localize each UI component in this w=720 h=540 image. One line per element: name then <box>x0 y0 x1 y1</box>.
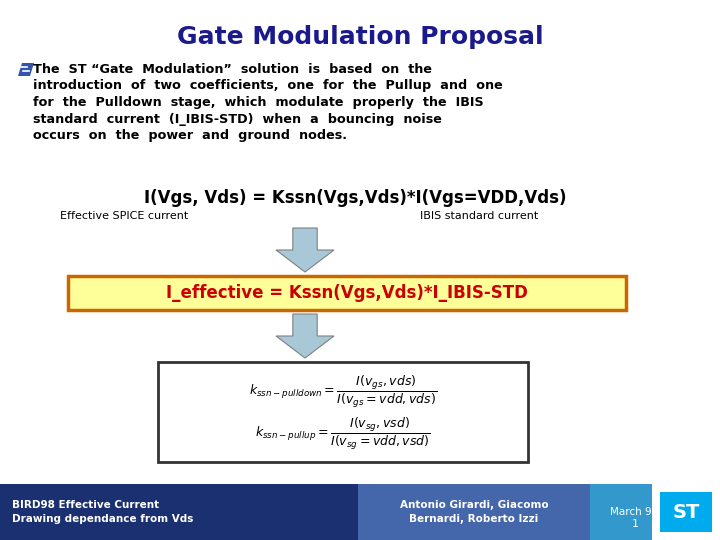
Text: occurs  on  the  power  and  ground  nodes.: occurs on the power and ground nodes. <box>33 129 347 142</box>
Text: BIRD98 Effective Current
Drawing dependance from Vds: BIRD98 Effective Current Drawing dependa… <box>12 500 194 524</box>
Text: introduction  of  two  coefficients,  one  for  the  Pullup  and  one: introduction of two coefficients, one fo… <box>33 79 503 92</box>
Text: Effective SPICE current: Effective SPICE current <box>60 211 188 221</box>
Text: March 9, 2007: March 9, 2007 <box>610 507 685 517</box>
Text: I(Vgs, Vds) = Kssn(Vgs,Vds)*I(Vgs=VDD,Vds): I(Vgs, Vds) = Kssn(Vgs,Vds)*I(Vgs=VDD,Vd… <box>144 189 566 207</box>
Text: standard  current  (I_IBIS-STD)  when  a  bouncing  noise: standard current (I_IBIS-STD) when a bou… <box>33 112 442 125</box>
Text: $k_{ssn-pulldown} = \dfrac{I(v_{gs},vds)}{I(v_{gs}=vdd,vds)}$: $k_{ssn-pulldown} = \dfrac{I(v_{gs},vds)… <box>249 374 437 410</box>
Polygon shape <box>18 63 34 76</box>
Polygon shape <box>276 228 334 272</box>
Text: IBIS standard current: IBIS standard current <box>420 211 539 221</box>
Text: Gate Modulation Proposal: Gate Modulation Proposal <box>176 25 544 49</box>
Text: I_effective = Kssn(Vgs,Vds)*I_IBIS-STD: I_effective = Kssn(Vgs,Vds)*I_IBIS-STD <box>166 284 528 302</box>
Text: 1: 1 <box>631 519 639 529</box>
Text: Antonio Girardi, Giacomo
Bernardi, Roberto Izzi: Antonio Girardi, Giacomo Bernardi, Rober… <box>400 500 549 524</box>
Bar <box>590 484 720 540</box>
Bar <box>652 484 720 540</box>
Polygon shape <box>276 314 334 358</box>
FancyBboxPatch shape <box>68 276 626 310</box>
Text: $k_{ssn-pullup} = \dfrac{I(v_{sg},vsd)}{I(v_{sg}=vdd,vsd)}$: $k_{ssn-pullup} = \dfrac{I(v_{sg},vsd)}{… <box>255 416 431 452</box>
Bar <box>358 484 590 540</box>
Polygon shape <box>660 492 712 532</box>
Bar <box>0 484 358 540</box>
Text: ST: ST <box>672 503 700 522</box>
Text: The  ST “Gate  Modulation”  solution  is  based  on  the: The ST “Gate Modulation” solution is bas… <box>33 63 432 76</box>
Text: for  the  Pulldown  stage,  which  modulate  properly  the  IBIS: for the Pulldown stage, which modulate p… <box>33 96 484 109</box>
FancyBboxPatch shape <box>158 362 528 462</box>
